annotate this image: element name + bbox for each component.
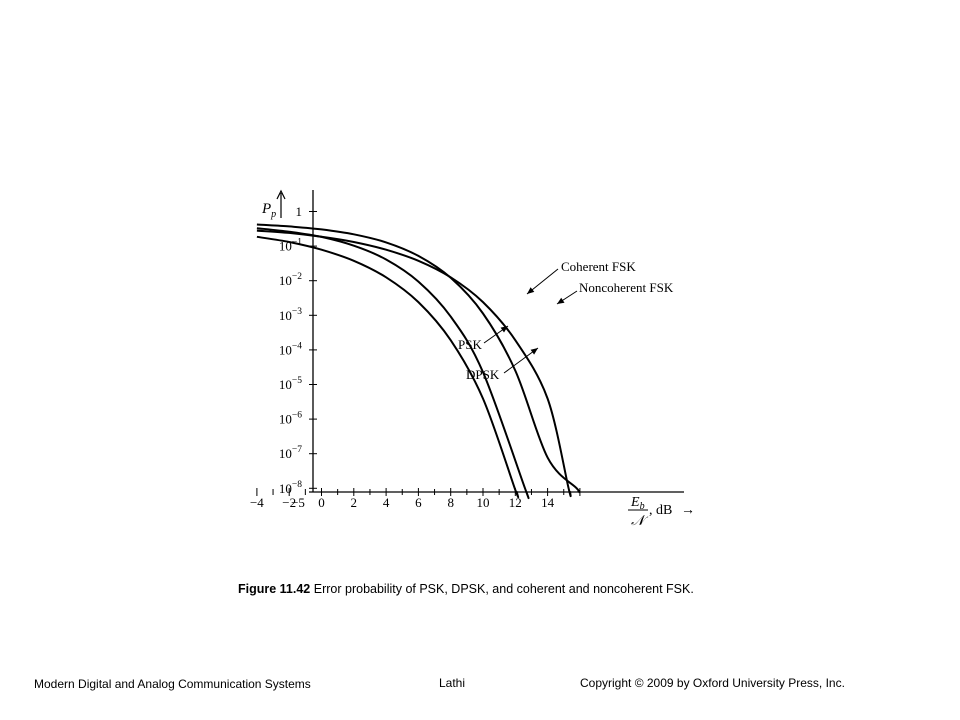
x-tick-label: 14 <box>541 495 555 510</box>
label-psk: PSK <box>458 337 482 352</box>
y-tick-label: 10−6 <box>279 411 302 427</box>
y-tick-label: 1 <box>296 204 303 219</box>
y-tick-label: 10−5 <box>279 376 302 392</box>
series-noncoherent-fsk <box>256 223 581 494</box>
x-tick-label: 0 <box>318 495 325 510</box>
series-psk <box>256 235 520 499</box>
x-axis-label-denominator: 𝒩 <box>631 514 649 529</box>
y-tick-label: 10−7 <box>279 445 302 461</box>
arrowhead-dpsk <box>530 348 538 355</box>
y-tick-label: 10−4 <box>279 341 302 357</box>
chart-curves <box>256 223 581 500</box>
x-tick-label: 12 <box>509 495 522 510</box>
series-coherent-fsk <box>256 229 572 498</box>
footer-author: Lathi <box>439 676 466 690</box>
label-coherent-fsk: Coherent FSK <box>561 259 636 274</box>
arrowhead-noncoherent-fsk <box>557 297 565 304</box>
x-tick-label: 8 <box>447 495 454 510</box>
x-tick-label: −2 <box>282 495 296 510</box>
chart-ticks: 110−110−210−310−410−510−610−710−8−5−4 −2 0… <box>250 204 581 510</box>
figure-caption-text: Error probability of PSK, DPSK, and cohe… <box>313 582 694 596</box>
x-axis-label-numerator: Eb <box>630 495 645 512</box>
chart-axes <box>309 190 684 493</box>
chart-labels: Pp Eb 𝒩, dB → PSK DPSK Coherent FSK Noncoherent… <box>261 189 695 529</box>
arrowhead-coherent-fsk <box>527 287 535 294</box>
x-tick-label: 4 <box>383 495 390 510</box>
figure-caption-label: Figure 11.42 <box>238 582 311 596</box>
x-tick-label: 10 <box>477 495 490 510</box>
series-dpsk <box>256 227 530 500</box>
y-axis-arrow-head <box>276 189 286 200</box>
x-tick-label: −5 <box>291 495 305 510</box>
y-tick-label: 10−3 <box>279 307 302 323</box>
x-axis-label-unit: , dB <box>649 503 672 518</box>
footer-book-title: Modern Digital and Analog Communication … <box>34 677 311 691</box>
x-axis-label-arrow: → <box>681 503 695 518</box>
arrow-dpsk <box>503 347 539 374</box>
figure-caption: Figure 11.42 Error probability of PSK, D… <box>238 582 694 596</box>
y-tick-label: 10−2 <box>279 272 302 288</box>
x-tick-label: 6 <box>415 495 422 510</box>
label-noncoherent-fsk: Noncoherent FSK <box>579 280 674 295</box>
y-axis-label: Pp <box>261 201 276 220</box>
y-tick-label: 10−8 <box>279 480 302 496</box>
footer-copyright: Copyright © 2009 by Oxford University Pr… <box>580 676 845 690</box>
x-tick-label: −4 <box>250 495 264 510</box>
label-dpsk: DPSK <box>466 367 500 382</box>
arrowhead-psk <box>500 326 508 333</box>
x-tick-label: 2 <box>351 495 358 510</box>
